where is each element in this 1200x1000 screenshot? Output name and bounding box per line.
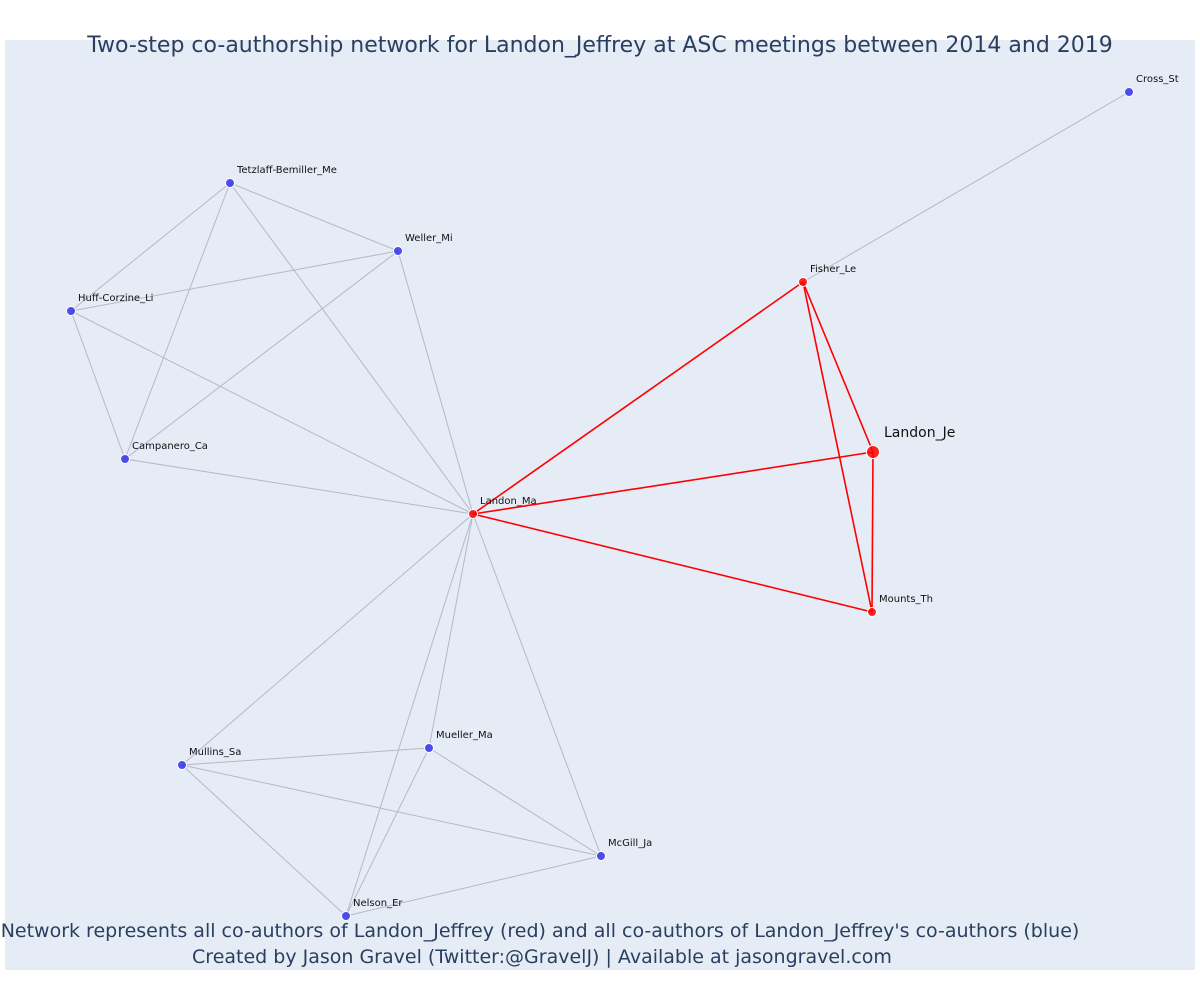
label-layer: Landon_Je Landon_Ma Fisher_Le Mounts_Th Cros…	[78, 74, 1179, 909]
edge-Mullins_Sa-Nelson_Er	[181, 764, 347, 917]
edge-Huff-Corzine_Li-Weller_Mi	[70, 250, 399, 312]
node-Weller_Mi[interactable]	[393, 246, 403, 256]
edge-Landon_Ma-Mueller_Ma	[428, 513, 474, 749]
edge-Mueller_Ma-Nelson_Er	[345, 747, 430, 917]
node-label-Mounts_Th: Mounts_Th	[879, 594, 933, 605]
node-label-Nelson_Er: Nelson_Er	[353, 898, 403, 909]
edge-Landon_Ma-McGill_Ja	[472, 513, 602, 857]
node-Mullins_Sa[interactable]	[177, 760, 187, 770]
node-Nelson_Er[interactable]	[341, 911, 351, 921]
node-label-Cross_St: Cross_St	[1136, 74, 1179, 85]
node-McGill_Ja[interactable]	[596, 851, 606, 861]
node-layer	[66, 87, 1134, 921]
edge-Weller_Mi-Landon_Ma	[397, 250, 474, 515]
edge-Landon_Ma-Nelson_Er	[345, 513, 474, 917]
edge-Mullins_Sa-Mueller_Ma	[181, 747, 430, 766]
chart-title: Two-step co-authorship network for Lando…	[86, 33, 1113, 58]
edge-Tetzlaff-Bemiller_Me-Landon_Ma	[229, 182, 474, 515]
node-label-Mueller_Ma: Mueller_Ma	[436, 730, 493, 741]
edge-Mueller_Ma-McGill_Ja	[428, 747, 602, 857]
node-Cross_St[interactable]	[1124, 87, 1134, 97]
caption-line-1: Network represents all co-authors of Lan…	[1, 920, 1080, 942]
node-label-Landon_Ma: Landon_Ma	[480, 496, 537, 507]
edge-Tetzlaff-Bemiller_Me-Huff-Corzine_Li	[70, 182, 231, 312]
node-label-Campanero_Ca: Campanero_Ca	[132, 441, 208, 452]
plot-background	[5, 40, 1195, 970]
edge-Huff-Corzine_Li-Campanero_Ca	[70, 310, 126, 460]
edge-layer	[70, 91, 1130, 917]
node-Mueller_Ma[interactable]	[424, 743, 434, 753]
edge-Fisher_Le-Mounts_Th	[802, 281, 873, 613]
edge-Fisher_Le-Landon_Je	[802, 281, 874, 453]
node-label-Huff-Corzine_Li: Huff-Corzine_Li	[78, 293, 153, 304]
edge-McGill_Ja-Nelson_Er	[345, 855, 602, 917]
node-Tetzlaff-Bemiller_Me[interactable]	[225, 178, 235, 188]
edge-Campanero_Ca-Landon_Ma	[124, 458, 474, 515]
node-Fisher_Le[interactable]	[798, 277, 808, 287]
node-Landon_Je[interactable]	[866, 445, 880, 459]
node-label-Tetzlaff-Bemiller_Me: Tetzlaff-Bemiller_Me	[236, 165, 337, 176]
edge-Tetzlaff-Bemiller_Me-Weller_Mi	[229, 182, 399, 252]
caption-line-2: Created by Jason Gravel (Twitter:@Gravel…	[192, 946, 892, 968]
edge-Mullins_Sa-McGill_Ja	[181, 764, 602, 857]
node-label-Weller_Mi: Weller_Mi	[405, 233, 453, 244]
edge-Landon_Ma-Fisher_Le	[472, 281, 804, 515]
edge-Weller_Mi-Campanero_Ca	[124, 250, 399, 460]
node-Landon_Ma[interactable]	[468, 509, 478, 519]
edge-Tetzlaff-Bemiller_Me-Campanero_Ca	[124, 182, 231, 460]
node-label-Landon_Je: Landon_Je	[884, 425, 955, 441]
node-label-Mullins_Sa: Mullins_Sa	[189, 747, 241, 758]
node-label-McGill_Ja: McGill_Ja	[608, 838, 652, 849]
edge-Landon_Ma-Mullins_Sa	[181, 513, 474, 766]
node-label-Fisher_Le: Fisher_Le	[810, 264, 856, 275]
node-Campanero_Ca[interactable]	[120, 454, 130, 464]
edge-Landon_Ma-Mounts_Th	[472, 513, 873, 613]
node-Huff-Corzine_Li[interactable]	[66, 306, 76, 316]
edge-Huff-Corzine_Li-Landon_Ma	[70, 310, 474, 515]
edge-Landon_Je-Mounts_Th	[871, 451, 874, 613]
edge-Landon_Ma-Landon_Je	[472, 451, 874, 515]
node-Mounts_Th[interactable]	[867, 607, 877, 617]
edge-Fisher_Le-Cross_St	[802, 91, 1130, 283]
